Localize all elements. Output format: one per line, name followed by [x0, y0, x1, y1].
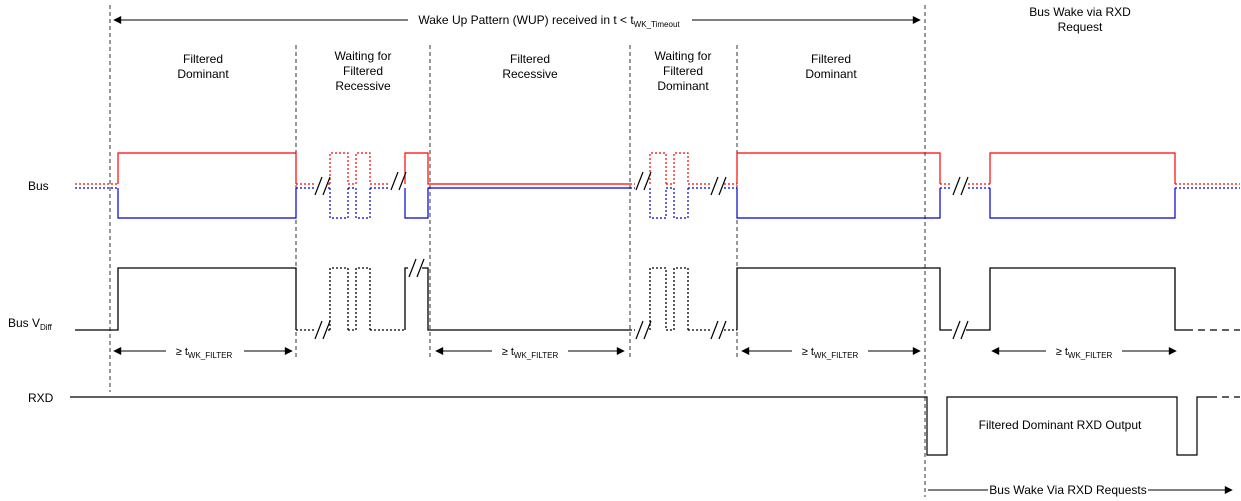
- break-mark: [952, 175, 969, 197]
- wup-arrow-label: Wake Up Pattern (WUP) received in t < tW…: [418, 13, 680, 29]
- header: Wake Up Pattern (WUP) received in t < tW…: [113, 5, 1131, 34]
- phase-label-4-line1: Waiting for: [655, 49, 712, 63]
- break-mark: [710, 319, 727, 341]
- phase-label-3-line2: Recessive: [502, 67, 558, 81]
- vdiff-pulse-trace: [296, 267, 737, 331]
- phase-label-5-line2: Dominant: [805, 67, 857, 81]
- phase-label-2-line2: Filtered: [343, 64, 383, 78]
- rxd-trace: [70, 396, 1210, 456]
- break-mark: [635, 170, 652, 192]
- vdiff-trace: [75, 267, 1186, 331]
- phase-label-2-line3: Recessive: [335, 79, 391, 93]
- break-mark: [710, 175, 727, 197]
- vdiff-signal-label: Bus VDiff: [8, 316, 53, 332]
- bus-waveform: Bus: [28, 152, 1240, 219]
- bus-wake-via-rxd-label-line2: Request: [1058, 20, 1103, 34]
- rxd-waveform: RXD Filtered Dominant RXD Output: [28, 391, 1240, 456]
- break-mark: [390, 170, 407, 192]
- phase-label-2-line1: Waiting for: [335, 49, 392, 63]
- filter-time-annotation-1: ≥ tWK_FILTER: [113, 346, 293, 360]
- phase-label-1-line2: Dominant: [177, 67, 229, 81]
- filter-annotations: ≥ tWK_FILTER ≥ tWK_FILTER ≥ tWK_FILTER ≥…: [113, 346, 1177, 360]
- bus-wake-requests-label: Bus Wake Via RXD Requests: [989, 483, 1146, 497]
- vdiff-waveform: Bus VDiff: [8, 267, 1240, 332]
- break-marks: [314, 170, 969, 341]
- phase-label-4-line3: Dominant: [657, 79, 709, 93]
- bus-signal-label: Bus: [28, 179, 49, 193]
- footer: Bus Wake Via RXD Requests: [928, 483, 1233, 497]
- phase-label-5-line1: Filtered: [811, 52, 851, 66]
- filter-time-annotation-4: ≥ tWK_FILTER: [991, 346, 1177, 360]
- rxd-signal-label: RXD: [28, 391, 54, 405]
- filter-time-label: ≥ tWK_FILTER: [176, 346, 233, 360]
- canh-idle-trace: [75, 152, 1240, 185]
- filter-time-label: ≥ tWK_FILTER: [802, 346, 859, 360]
- canl-active-trace: [117, 187, 1176, 219]
- break-mark: [952, 319, 969, 341]
- rxd-output-label: Filtered Dominant RXD Output: [979, 418, 1142, 432]
- phase-label-3-line1: Filtered: [510, 52, 550, 66]
- break-mark: [635, 319, 652, 341]
- canl-idle-trace: [75, 187, 1240, 219]
- break-mark: [408, 257, 425, 279]
- break-mark: [314, 175, 331, 197]
- phase-labels: Filtered Dominant Waiting for Filtered R…: [177, 49, 857, 93]
- canh-active-trace: [117, 152, 1176, 185]
- phase-label-1-line1: Filtered: [183, 52, 223, 66]
- filter-time-label: ≥ tWK_FILTER: [1056, 346, 1113, 360]
- filter-time-annotation-3: ≥ tWK_FILTER: [741, 346, 921, 360]
- phase-label-4-line2: Filtered: [663, 64, 703, 78]
- filter-time-annotation-2: ≥ tWK_FILTER: [435, 346, 625, 360]
- bus-wake-via-rxd-label-line1: Bus Wake via RXD: [1029, 5, 1131, 19]
- break-mark: [314, 319, 331, 341]
- filter-time-label: ≥ tWK_FILTER: [502, 346, 559, 360]
